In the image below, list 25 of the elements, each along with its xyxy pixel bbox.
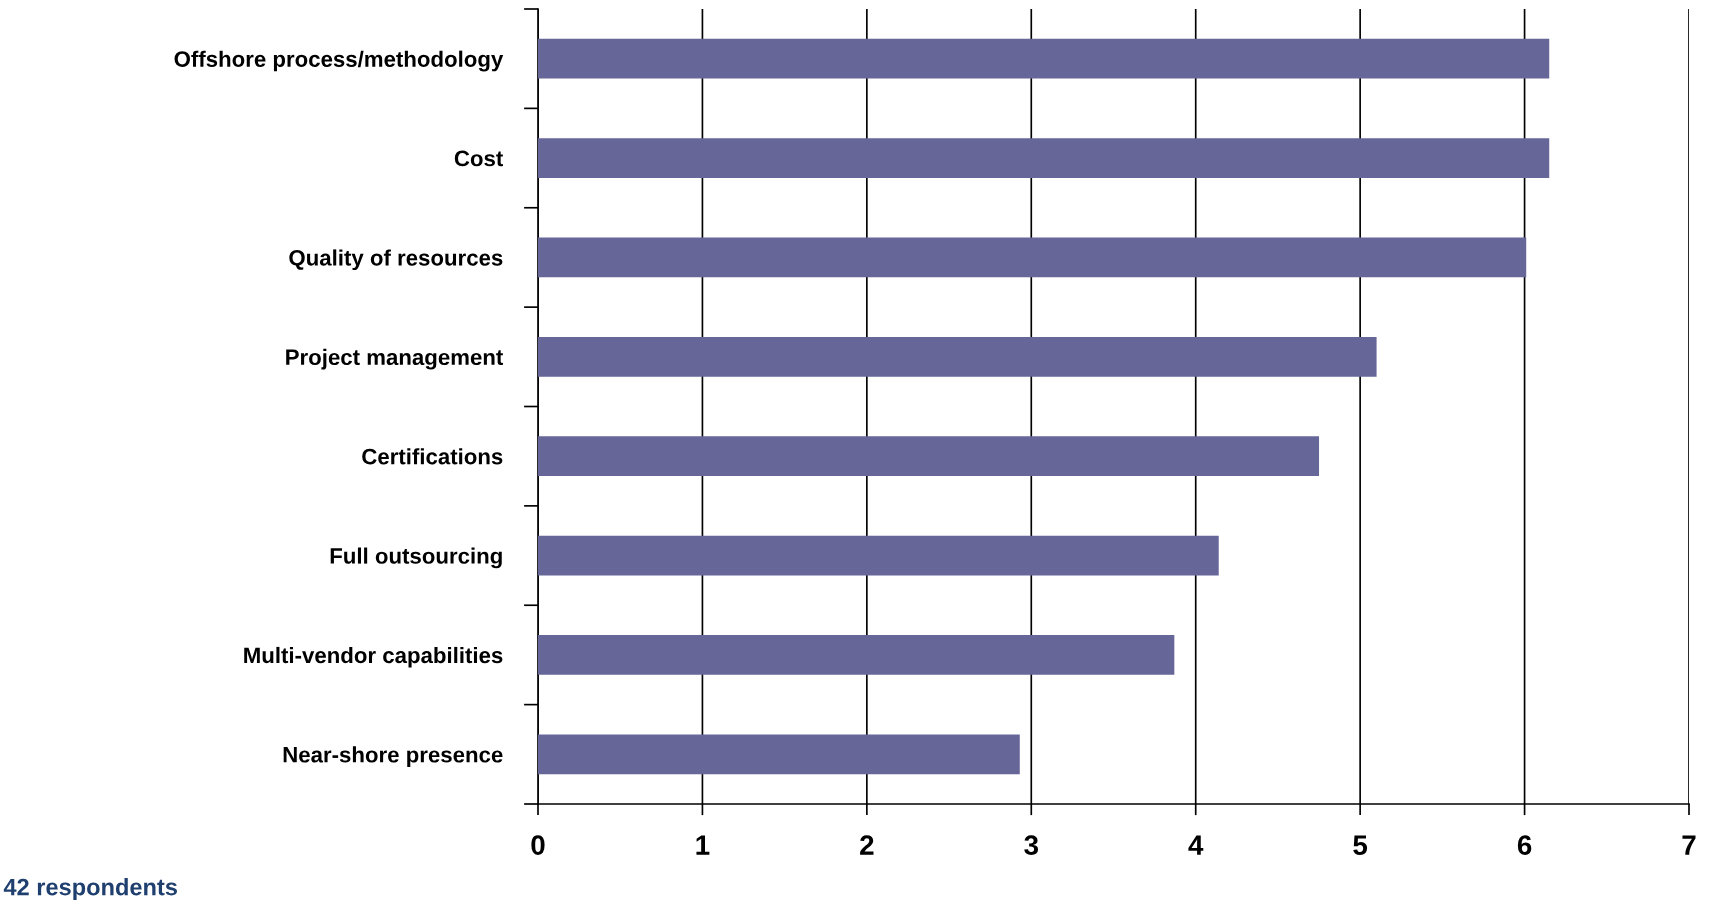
bar [538, 138, 1550, 178]
bar [538, 436, 1320, 477]
x-tick-label: 1 [696, 835, 710, 855]
y-tick-label: Quality of resources [289, 249, 503, 271]
y-tick-label: Certifications [362, 448, 503, 465]
y-tick-label: Offshore process/methodology [174, 50, 504, 72]
y-tick-label: Full outsourcing [330, 547, 502, 569]
y-tick-label: Multi-vendor capabilities [244, 646, 503, 668]
bar [538, 38, 1550, 79]
x-tick-label: 3 [1024, 835, 1039, 855]
x-tick-label: 5 [1353, 835, 1368, 855]
y-tick-label: Near-shore presence [283, 746, 503, 767]
x-tick-label: 0 [531, 835, 545, 855]
x-tick-label: 6 [1517, 835, 1532, 855]
bar [538, 237, 1527, 278]
bar [538, 336, 1377, 377]
bar [538, 734, 1020, 775]
x-tick-label: 2 [860, 835, 874, 855]
text: 42 respondents [3, 878, 177, 901]
y-tick-label: Project management [286, 348, 504, 370]
bar [538, 635, 1175, 675]
bar [538, 535, 1219, 576]
x-tick-label: 4 [1188, 835, 1204, 855]
x-tick-label: 7 [1682, 835, 1696, 855]
y-tick-label: Cost [454, 150, 504, 167]
